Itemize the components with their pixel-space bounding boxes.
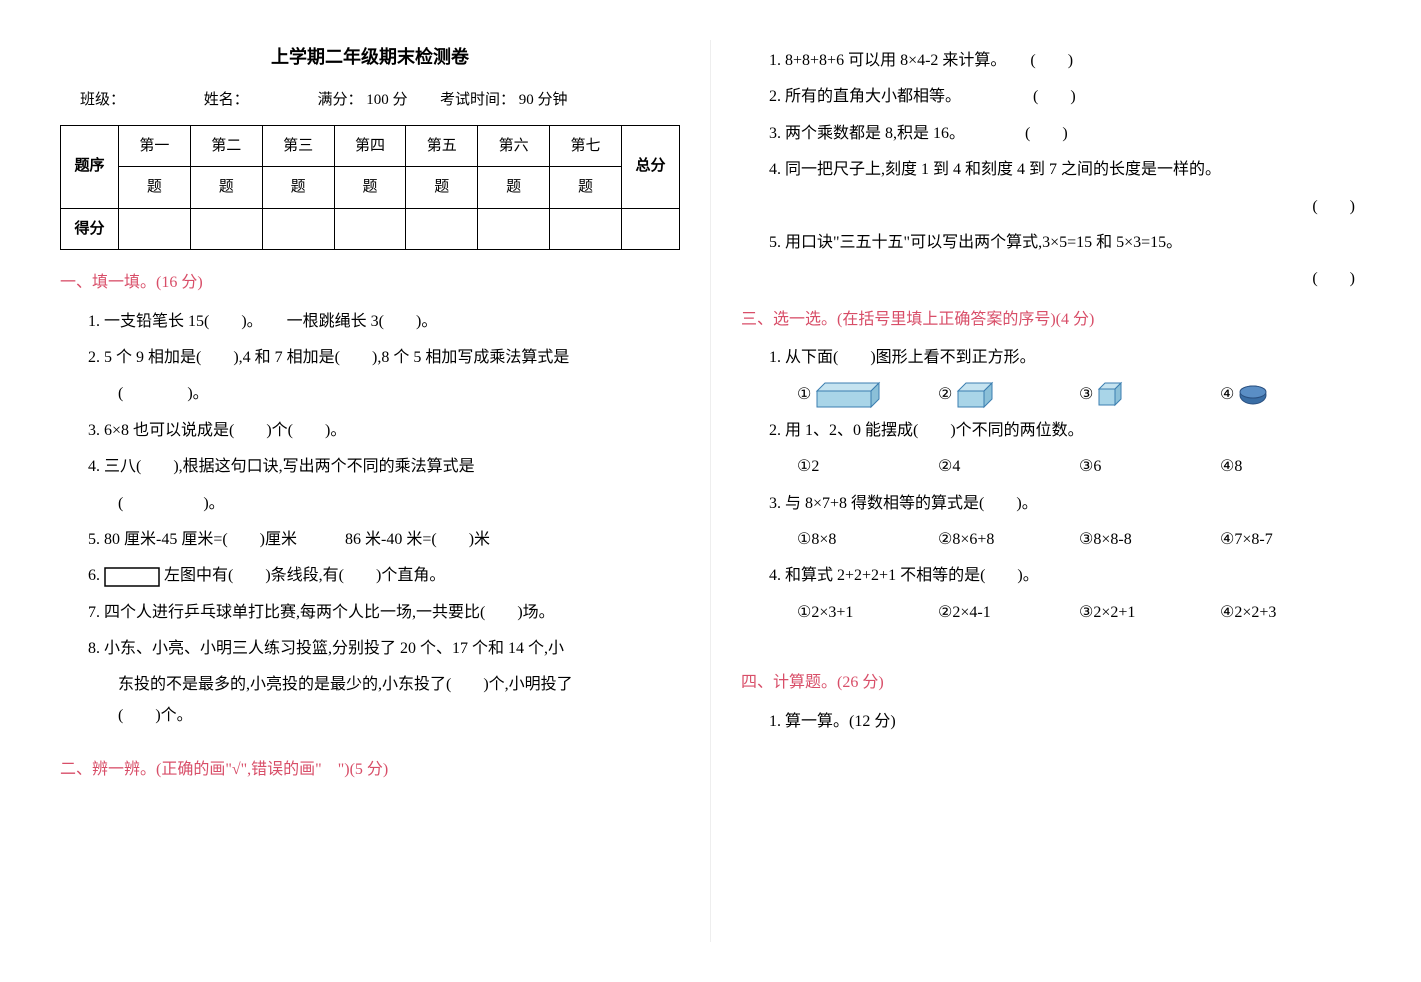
q1-5: 5. 80 厘米-45 厘米=( )厘米 86 米-40 米=( )米 [88,525,680,555]
q3-4: 4. 和算式 2+2+2+1 不相等的是( )。 [769,561,1361,591]
shape-option-4: ④ [1220,380,1361,410]
q1-6: 6. 左图中有( )条线段,有( )个直角。 [88,561,680,591]
q3-2-options: ①2 ②4 ③6 ④8 [797,452,1361,482]
cylinder-icon [1238,383,1270,407]
full-label: 满分： [318,86,363,115]
q1-2b: ( )。 [118,379,680,409]
section-1-heading: 一、填一填。(16 分) [60,268,680,298]
option: ①8×8 [797,525,938,555]
section-3-heading: 三、选一选。(在括号里填上正确答案的序号)(4 分) [741,305,1361,335]
option: ①2 [797,452,938,482]
cube-icon [1097,381,1127,409]
q3-3-options: ①8×8 ②8×6+8 ③8×8-8 ④7×8-7 [797,525,1361,555]
option-num: ② [938,380,952,410]
q2-3: 3. 两个乘数都是 8,积是 16。 ( ) [769,119,1361,149]
q1-8c: ( )个。 [118,701,680,731]
option: ②4 [938,452,1079,482]
q2-4-paren: ( ) [769,192,1361,222]
exam-title: 上学期二年级期末检测卷 [60,40,680,74]
time-value: 90 分钟 [519,86,568,115]
section-4-heading: 四、计算题。(26 分) [741,668,1361,698]
option: ①2×3+1 [797,598,938,628]
option: ③8×8-8 [1079,525,1220,555]
cuboid-icon [956,381,996,409]
option: ④8 [1220,452,1361,482]
rectangle-icon [104,567,160,587]
section-2-heading: 二、辨一辨。(正确的画"√",错误的画" ")(5 分) [60,755,680,785]
time-label: 考试时间： [440,86,515,115]
name-label: 姓名： [204,86,314,115]
q1-4b: ( )。 [118,489,680,519]
option: ②2×4-1 [938,598,1079,628]
option: ④2×2+3 [1220,598,1361,628]
q2-1: 1. 8+8+8+6 可以用 8×4-2 来计算。 ( ) [769,46,1361,76]
q3-4-options: ①2×3+1 ②2×4-1 ③2×2+1 ④2×2+3 [797,598,1361,628]
q2-4: 4. 同一把尺子上,刻度 1 到 4 和刻度 4 到 7 之间的长度是一样的。 [769,155,1361,185]
q1-2: 2. 5 个 9 相加是( ),4 和 7 相加是( ),8 个 5 相加写成乘… [88,343,680,373]
score-table: 题序第一第二第三第四第五第六第七总分题题题题题题题得分 [60,125,680,251]
shape-option-2: ② [938,380,1079,410]
option: ④7×8-7 [1220,525,1361,555]
q2-2: 2. 所有的直角大小都相等。 ( ) [769,82,1361,112]
q1-7: 7. 四个人进行乒乓球单打比赛,每两个人比一场,一共要比( )场。 [88,598,680,628]
meta-row: 班级： 姓名： 满分： 100 分 考试时间： 90 分钟 [60,86,680,115]
q1-4: 4. 三八( ),根据这句口诀,写出两个不同的乘法算式是 [88,452,680,482]
q2-5: 5. 用口诀"三五十五"可以写出两个算式,3×5=15 和 5×3=15。 [769,228,1361,258]
shape-option-1: ① [797,380,938,410]
full-value: 100 分 [366,86,436,115]
q1-6-pre: 6. [88,567,104,584]
q3-2: 2. 用 1、2、0 能摆成( )个不同的两位数。 [769,416,1361,446]
option: ③6 [1079,452,1220,482]
option: ②8×6+8 [938,525,1079,555]
q1-8b: 东投的不是最多的,小亮投的是最少的,小东投了( )个,小明投了 [118,670,680,700]
option-num: ③ [1079,380,1093,410]
option: ③2×2+1 [1079,598,1220,628]
q1-3: 3. 6×8 也可以说成是( )个( )。 [88,416,680,446]
q3-1-shapes: ① ② ③ ④ [797,380,1361,410]
q1-1: 1. 一支铅笔长 15( )。 一根跳绳长 3( )。 [88,307,680,337]
option-num: ④ [1220,380,1234,410]
cuboid-icon [815,381,885,409]
q4-1: 1. 算一算。(12 分) [769,707,1361,737]
option-num: ① [797,380,811,410]
q1-8: 8. 小东、小亮、小明三人练习投篮,分别投了 20 个、17 个和 14 个,小 [88,634,680,664]
q3-1: 1. 从下面( )图形上看不到正方形。 [769,343,1361,373]
q2-5-paren: ( ) [769,264,1361,294]
q1-6-post: 左图中有( )条线段,有( )个直角。 [164,567,445,584]
q3-3: 3. 与 8×7+8 得数相等的算式是( )。 [769,489,1361,519]
class-label: 班级： [80,86,200,115]
shape-option-3: ③ [1079,380,1220,410]
